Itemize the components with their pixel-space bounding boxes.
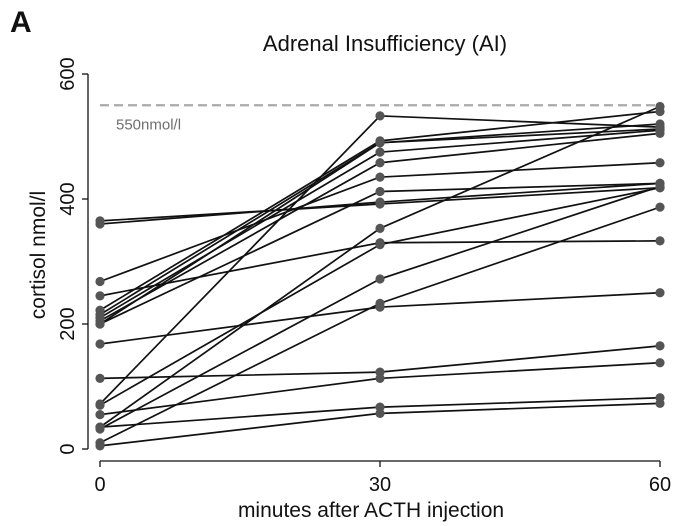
data-point [95,410,105,420]
data-point [375,197,385,207]
data-point [375,138,385,148]
data-point [95,441,105,451]
y-tick-label: 200 [57,307,79,340]
y-axis-title: cortisol nmol/l [27,191,50,319]
data-point [375,172,385,182]
axes: 0 200 400 600 0 30 60 [57,57,671,496]
data-point [95,291,105,301]
data-point [375,298,385,308]
data-point [655,288,665,298]
data-point [655,358,665,368]
reference-line-label: 550nmol/l [116,116,181,133]
chart-title: Adrenal Insufficiency (AI) [263,31,507,56]
x-tick-label: 0 [94,474,105,496]
data-point [655,122,665,132]
data-point [375,158,385,168]
series-group [95,101,665,451]
data-point [375,402,385,412]
y-tick-label: 0 [57,443,79,454]
x-tick-label: 60 [649,474,671,496]
data-point [375,240,385,250]
data-point [95,339,105,349]
data-point [655,202,665,212]
data-point [655,158,665,168]
data-point [375,186,385,197]
data-point [375,274,385,284]
data-point [95,219,105,229]
data-point [655,341,665,351]
data-point [375,223,385,233]
data-point [655,101,665,112]
data-point [375,147,385,157]
x-tick-label: 30 [369,474,391,496]
x-axis-title: minutes after ACTH injection [238,499,504,522]
data-point [655,393,665,403]
reference-line-group: 550nmol/l [100,104,660,133]
data-point [655,181,665,192]
data-point [95,373,105,383]
data-point [375,111,385,121]
data-point [95,276,105,287]
data-point [95,319,105,329]
y-tick-label: 400 [57,182,79,215]
panel-label: A [10,6,32,39]
data-point [655,236,665,246]
data-point [95,400,105,410]
y-tick-label: 600 [57,57,79,90]
data-point [95,422,105,432]
data-point [375,373,385,383]
